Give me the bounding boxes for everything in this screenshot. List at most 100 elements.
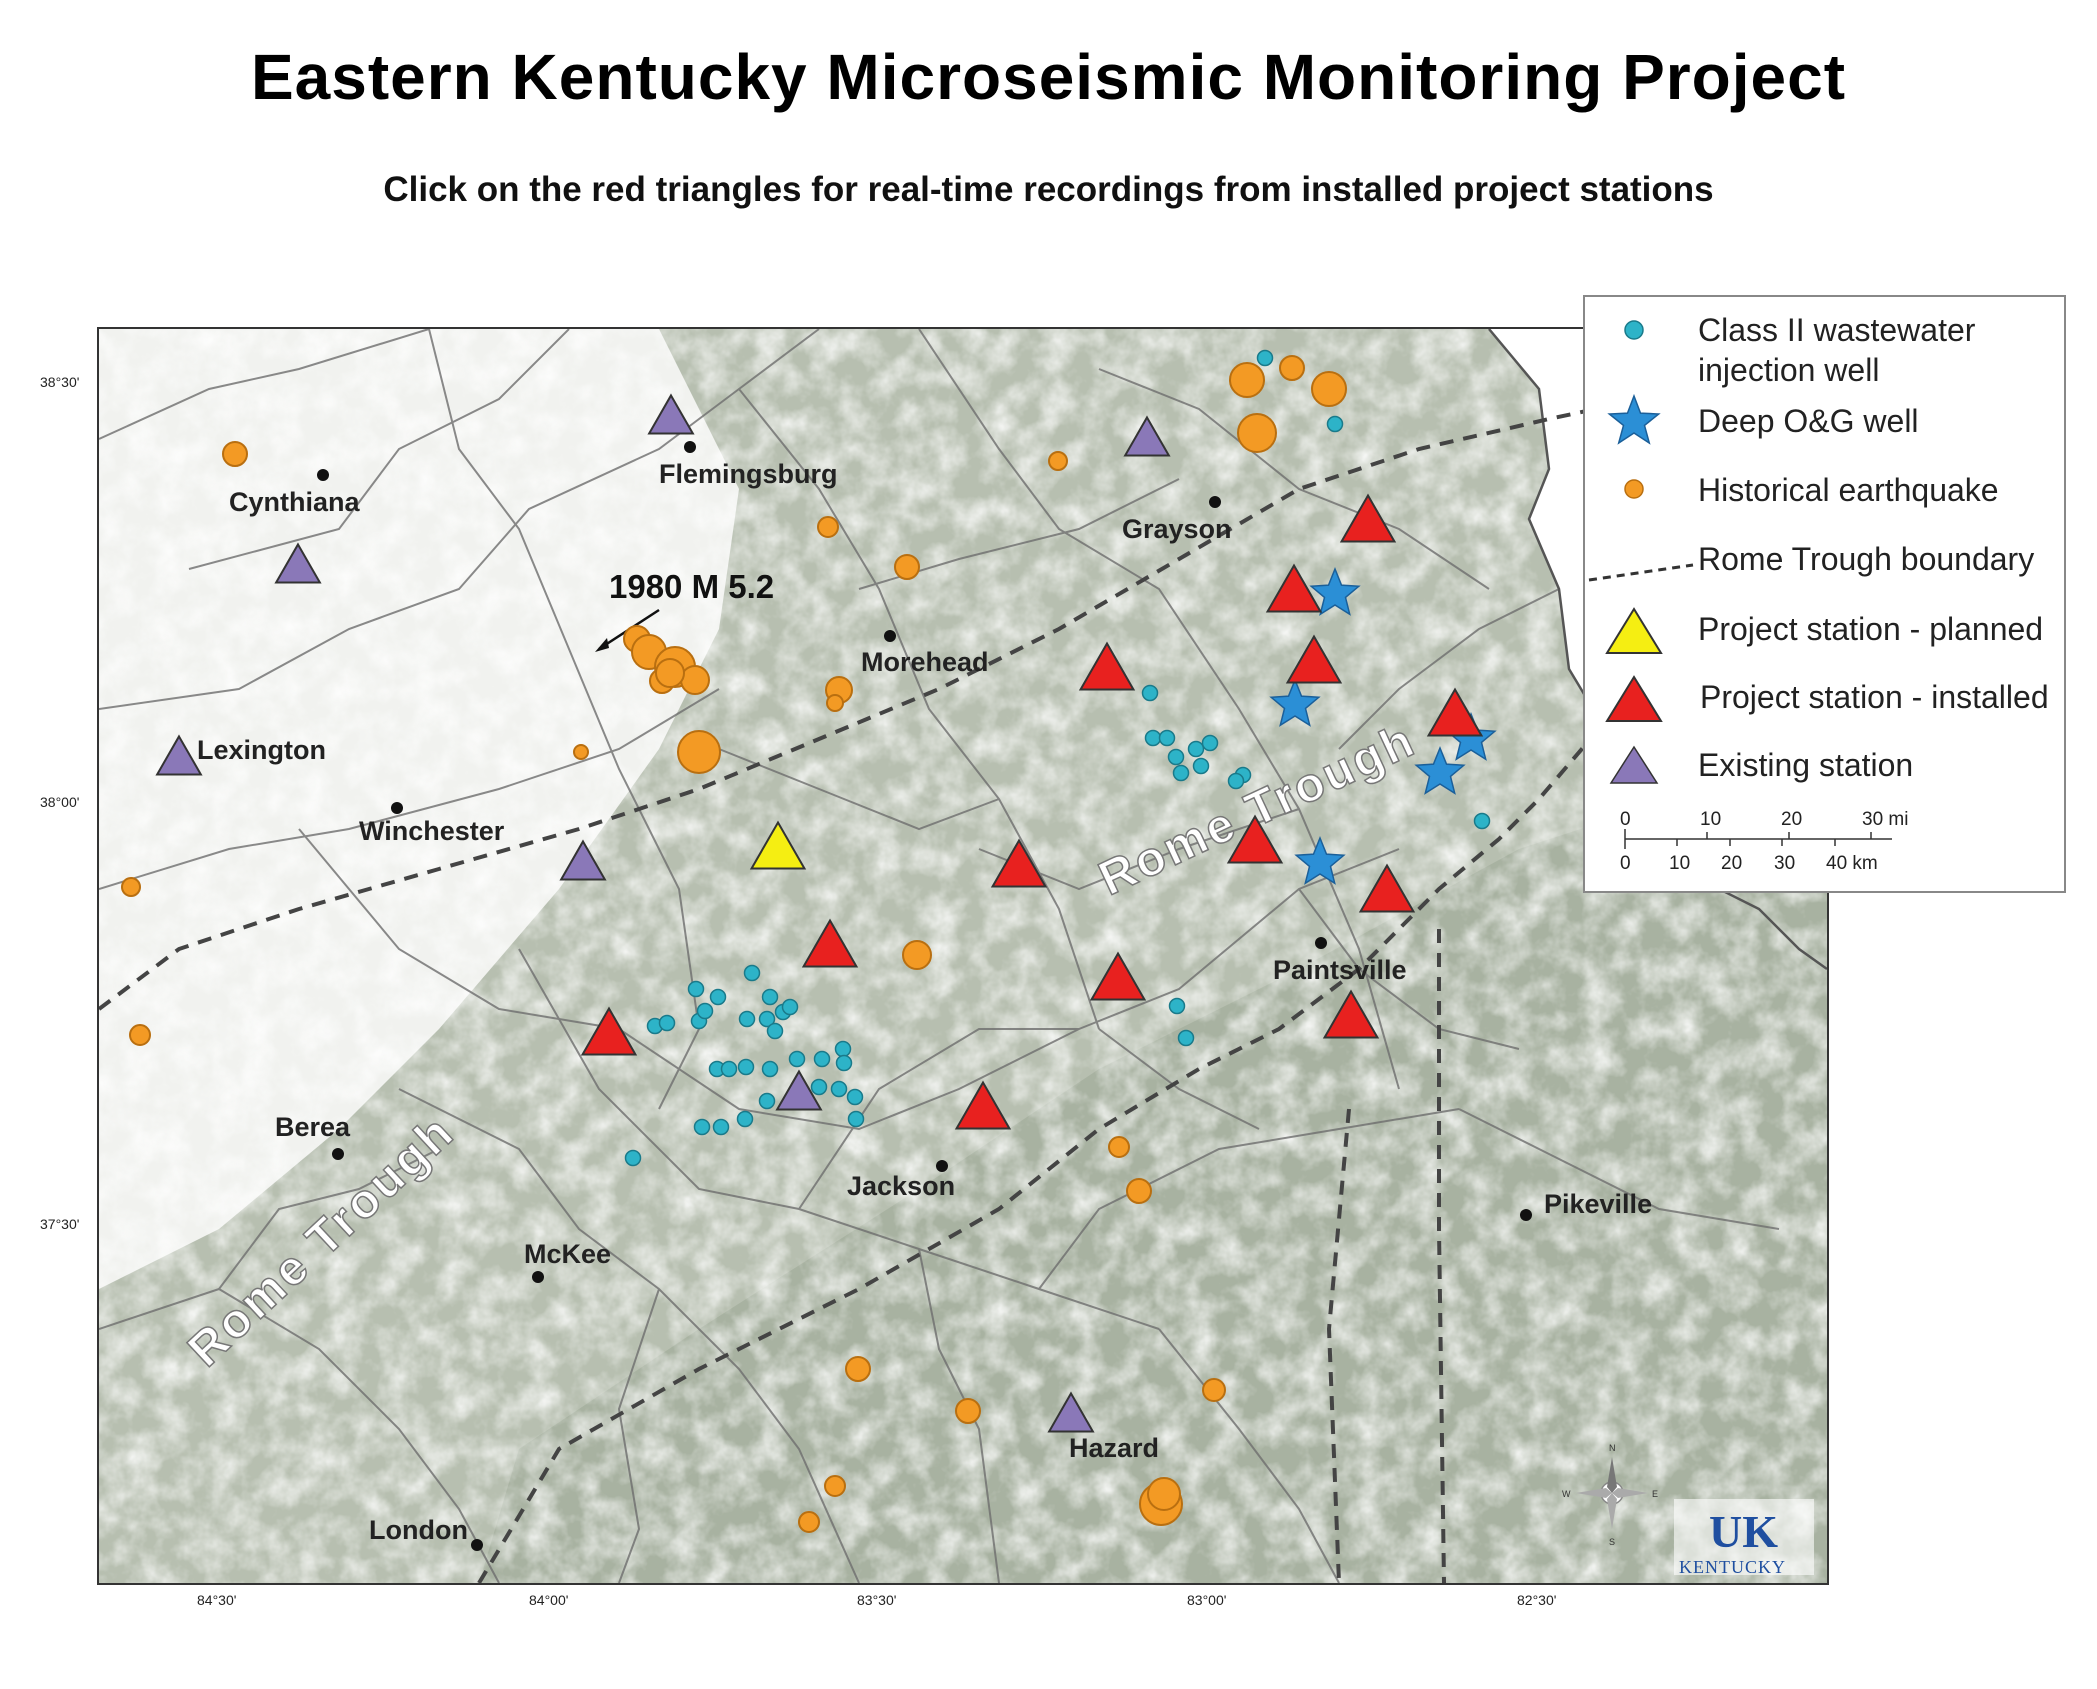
city-dot: [332, 1148, 344, 1160]
historical-earthquake: [1126, 1178, 1152, 1204]
injection-well: [758, 1010, 776, 1028]
installed-station-triangle[interactable]: [1339, 493, 1397, 543]
earthquake-annotation: 1980 M 5.2: [595, 568, 774, 652]
legend-label-earthquake: Historical earthquake: [1698, 472, 1999, 508]
existing-station-triangle: [1047, 1391, 1095, 1433]
installed-station-triangle[interactable]: [801, 918, 859, 968]
installed-station-triangle[interactable]: [1089, 951, 1147, 1001]
injection-well: [1201, 734, 1219, 752]
annotation-text: 1980 M 5.2: [609, 568, 774, 605]
latitude-labels: 38°30' 38°00' 37°30': [40, 374, 79, 1232]
installed-station-triangle[interactable]: [1426, 687, 1484, 737]
injection-well: [1187, 740, 1205, 758]
legend-label-rome-trough: Rome Trough boundary: [1698, 541, 2034, 577]
installed-station-triangle[interactable]: [990, 838, 1048, 888]
injection-well: [1227, 772, 1245, 790]
injection-well: [1172, 764, 1190, 782]
planned-station-triangle: [749, 820, 807, 870]
historical-earthquake: [894, 554, 920, 580]
legend-label-planned-station: Project station - planned: [1698, 611, 2043, 647]
injection-well: [736, 1110, 754, 1128]
installed-station-triangle[interactable]: [1285, 634, 1343, 684]
city-label: Hazard: [1069, 1433, 1159, 1463]
injection-well: [624, 1149, 642, 1167]
injection-well: [738, 1010, 756, 1028]
city-dot: [532, 1271, 544, 1283]
yellow-triangle-icon: [1605, 607, 1663, 654]
lat-label: 38°30': [40, 374, 79, 390]
installed-station-triangle[interactable]: [1078, 641, 1136, 691]
uk-logo-text: UK: [1709, 1506, 1778, 1557]
scale-km-tick: 40 km: [1826, 853, 1878, 874]
scale-mi-tick: 30 mi: [1862, 809, 1908, 830]
historical-earthquake: [1311, 371, 1347, 407]
injection-well: [758, 1092, 776, 1110]
lat-label: 37°30': [40, 1216, 79, 1232]
lon-label: 84°00': [529, 1592, 568, 1608]
longitude-labels: 84°30' 84°00' 83°30' 83°00' 82°30': [197, 1592, 1556, 1608]
city-label: Berea: [275, 1112, 351, 1142]
injection-well: [810, 1078, 828, 1096]
city-dot: [317, 469, 329, 481]
historical-earthquake: [826, 694, 844, 712]
lon-label: 84°30': [197, 1592, 236, 1608]
injection-well: [1168, 997, 1186, 1015]
compass-north: [1607, 1457, 1617, 1493]
city-label: London: [369, 1515, 468, 1545]
installed-station-triangle[interactable]: [954, 1080, 1012, 1130]
lon-label: 82°30': [1517, 1592, 1556, 1608]
injection-well: [1167, 748, 1185, 766]
scale-mi-tick: 20: [1781, 809, 1802, 830]
injection-well: [1144, 729, 1162, 747]
existing-station-triangle: [155, 734, 203, 776]
injection-well: [766, 1022, 784, 1040]
deep-well-layer: [1269, 566, 1497, 885]
installed-station-triangle[interactable]: [1265, 563, 1323, 613]
existing-station-triangle: [274, 542, 322, 584]
installed-station-triangle[interactable]: [1322, 989, 1380, 1039]
compass-n-label: N: [1609, 1443, 1616, 1453]
injection-well: [813, 1050, 831, 1068]
city-label: Cynthiana: [229, 487, 361, 517]
injection-well: [761, 988, 779, 1006]
historical-earthquake: [845, 1356, 871, 1382]
purple-triangle-icon: [1609, 745, 1659, 784]
existing-station-triangle: [1123, 415, 1171, 457]
lon-label: 83°00': [1187, 1592, 1226, 1608]
city-label: Pikeville: [1544, 1189, 1652, 1219]
injection-well: [761, 1060, 779, 1078]
map-legend: Class II wastewater injection well Deep …: [1583, 295, 2066, 893]
compass-w-label: W: [1562, 1489, 1571, 1499]
cyan-dot-icon: [1624, 320, 1644, 340]
installed-station-triangle[interactable]: [1226, 814, 1284, 864]
deep-og-well: [1294, 835, 1346, 885]
legend-canvas: Class II wastewater injection well Deep …: [1588, 312, 2049, 874]
injection-well: [687, 980, 705, 998]
injection-well: [743, 964, 761, 982]
annotation-arrowhead: [595, 638, 609, 652]
historical-earthquake: [902, 940, 932, 970]
city-dot: [1315, 937, 1327, 949]
existing-station-triangle: [647, 393, 695, 435]
city-layer: Flemingsburg Cynthiana Grayson Morehead Lexi…: [176, 441, 1652, 1551]
historical-earthquake: [1279, 355, 1305, 381]
scale-bar: 0 10 20 30 mi 0 10 20 30 40 km: [1620, 809, 1908, 874]
injection-well: [1158, 729, 1176, 747]
legend-label-injection-well-2: injection well: [1698, 352, 1879, 388]
installed-station-triangle[interactable]: [1358, 863, 1416, 913]
injection-well-layer: [624, 349, 1491, 1167]
city-dot: [471, 1539, 483, 1551]
map-canvas: Rome Trough Rome Trough 38°30' 38°00' 37…: [99, 329, 1827, 1583]
installed-station-triangle[interactable]: [580, 1006, 638, 1056]
injection-well: [737, 1058, 755, 1076]
injection-well: [696, 1002, 714, 1020]
uk-logo-sub: KENTUCKY: [1679, 1557, 1786, 1577]
city-label: Grayson: [1122, 514, 1232, 544]
historical-earthquake: [677, 730, 721, 774]
historical-earthquake: [798, 1511, 820, 1533]
injection-well: [720, 1060, 738, 1078]
legend-label-deep-well: Deep O&G well: [1698, 403, 1919, 439]
historical-earthquake: [1048, 451, 1068, 471]
injection-well: [693, 1118, 711, 1136]
legend-label-installed-station: Project station - installed: [1700, 679, 2049, 715]
